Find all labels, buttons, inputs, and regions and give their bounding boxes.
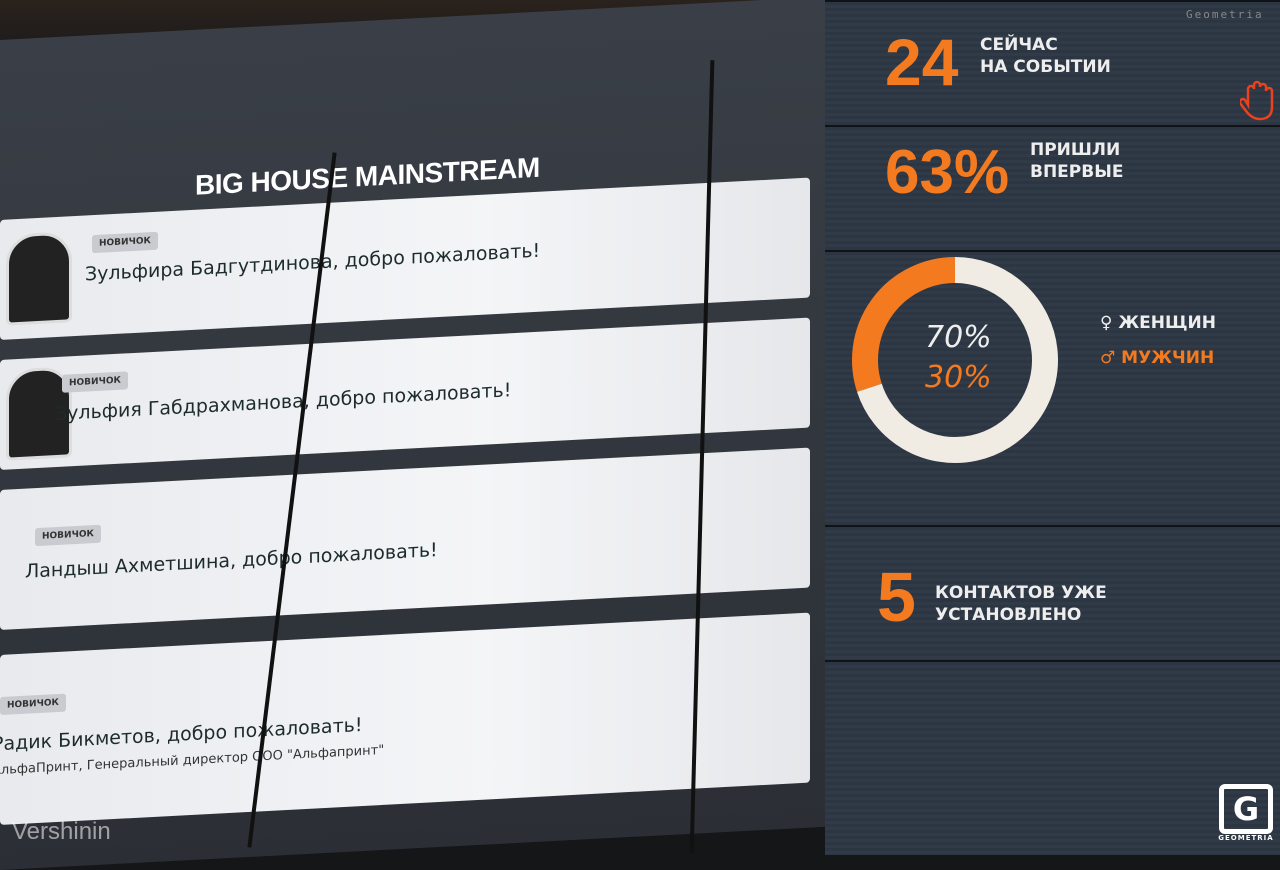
stats-panel: 24 СЕЙЧАС НА СОБЫТИИ 63% ПРИШЛИ ВПЕРВЫЕ 70… (825, 0, 1280, 855)
now-value: 24 (885, 25, 959, 99)
male-percent: 30% (925, 360, 992, 395)
first-time-label: ПРИШЛИ ВПЕРВЫЕ (1030, 139, 1123, 183)
status-badge: НОВИЧОК (92, 231, 158, 254)
label-line: НА СОБЫТИИ (980, 57, 1111, 77)
welcome-entry: НОВИЧОК Радик Бикметов, добро пожаловать… (0, 612, 810, 825)
entry-greeting: , добро пожаловать! (332, 239, 541, 273)
donut-slice-female (857, 257, 1058, 463)
now-at-event-panel: 24 СЕЙЧАС НА СОБЫТИИ (825, 0, 1280, 127)
legend-female: ♀ ЖЕНЩИН (1100, 312, 1216, 334)
watermark-text: Geometria (1186, 8, 1264, 21)
first-time-value: 63% (885, 138, 1010, 207)
status-badge: НОВИЧОК (0, 693, 66, 715)
empty-panel (825, 660, 1280, 855)
legend-label: ЖЕНЩИН (1118, 313, 1217, 333)
label-line: ВПЕРВЫЕ (1030, 162, 1124, 182)
label-line: КОНТАКТОВ УЖЕ (935, 583, 1107, 603)
contacts-value: 5 (877, 558, 916, 636)
male-icon: ♂ (1100, 348, 1122, 368)
entry-greeting: , добро пожаловать! (303, 379, 512, 413)
status-badge: НОВИЧОК (35, 524, 101, 547)
label-line: СЕЙЧАС (980, 35, 1058, 55)
donut-slice-male (852, 257, 956, 392)
entry-text: Ландыш Ахметшина, добро пожаловать! (25, 539, 438, 583)
logo-text: GEOMETRIA (1218, 834, 1274, 842)
entry-name: Зульфира Бадгутдинова (85, 250, 333, 286)
contacts-label: КОНТАКТОВ УЖЕ УСТАНОВЛЕНО (935, 582, 1107, 626)
entry-name: Зульфия Габдрахманова (55, 390, 304, 426)
welcome-entry: НОВИЧОК Зульфира Бадгутдинова, добро пож… (0, 177, 810, 340)
photographer-watermark: Vershinin (12, 818, 111, 845)
geometria-logo: G GEOMETRIA (1216, 784, 1276, 848)
entry-name: Ландыш Ахметшина (25, 549, 231, 583)
entry-greeting: , добро пожаловать! (230, 539, 438, 572)
now-label: СЕЙЧАС НА СОБЫТИИ (980, 34, 1111, 78)
logo-mark: G (1219, 784, 1273, 834)
status-badge: НОВИЧОК (62, 371, 128, 393)
entry-greeting: , добро пожаловать! (154, 714, 363, 747)
gender-panel: 70% 30% ♀ ЖЕНЩИН ♂ МУЖЧИН (825, 250, 1280, 527)
legend-label: МУЖЧИН (1121, 348, 1215, 368)
female-icon: ♀ (1100, 313, 1119, 333)
label-line: ПРИШЛИ (1030, 140, 1121, 160)
gender-donut-chart (852, 257, 1058, 463)
avatar-icon (6, 231, 72, 326)
first-time-panel: 63% ПРИШЛИ ВПЕРВЫЕ (825, 125, 1280, 252)
welcome-entry: НОВИЧОК Ландыш Ахметшина, добро пожалова… (0, 447, 810, 630)
label-line: УСТАНОВЛЕНО (935, 605, 1082, 625)
legend-male: ♂ МУЖЧИН (1100, 347, 1214, 369)
contacts-panel: 5 КОНТАКТОВ УЖЕ УСТАНОВЛЕНО (825, 525, 1280, 662)
female-percent: 70% (925, 320, 992, 355)
entry-name: Радик Бикметов (0, 724, 155, 756)
welcome-entry: НОВИЧОК Зульфия Габдрахманова, добро пож… (0, 317, 810, 470)
hand-icon (1240, 80, 1274, 121)
